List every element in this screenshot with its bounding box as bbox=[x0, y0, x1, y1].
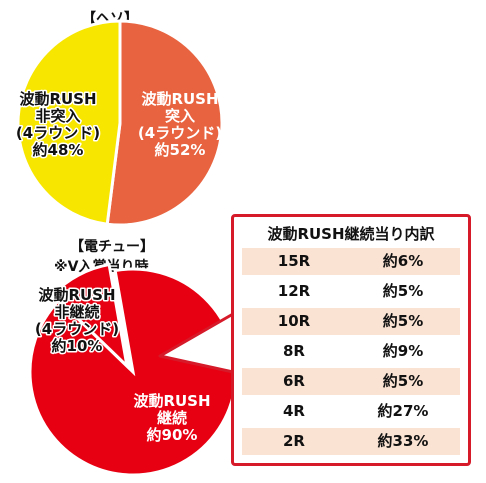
rate-cell: 約5% bbox=[382, 372, 424, 390]
table-row: 8R 約9% bbox=[242, 338, 460, 365]
denchu-heading: 【電チュー】 bbox=[70, 239, 154, 255]
heso-rush-label-line: 約52% bbox=[155, 141, 206, 159]
round-cell: 12R bbox=[277, 282, 311, 300]
heso-non-rush-label-line: 非突入 bbox=[35, 107, 80, 125]
round-cell: 6R bbox=[283, 372, 305, 390]
denchu-non-continue-label-line: 波動RUSH bbox=[38, 286, 115, 304]
round-cell: 8R bbox=[283, 342, 305, 360]
breakdown-title: 波動RUSH継続当り内訳 bbox=[267, 225, 435, 243]
rate-cell: 約6% bbox=[382, 252, 424, 270]
table-row: 10R 約5% bbox=[242, 308, 460, 335]
table-row: 12R 約5% bbox=[242, 278, 460, 305]
table-row: 4R 約27% bbox=[242, 398, 460, 425]
rate-cell: 約33% bbox=[377, 432, 429, 450]
denchu-continue-slice bbox=[28, 267, 238, 477]
denchu-non-continue-label-line: (4ラウンド) bbox=[35, 320, 119, 338]
heso-rush-label-line: (4ラウンド) bbox=[138, 124, 222, 142]
rate-cell: 約27% bbox=[377, 402, 429, 420]
table-row: 2R 約33% bbox=[242, 428, 460, 455]
round-cell: 15R bbox=[277, 252, 311, 270]
denchu-continue-label-line: 継続 bbox=[157, 409, 187, 427]
heso-non-rush-label: 波動RUSH 非突入(4ラウンド)約48% bbox=[16, 90, 100, 159]
heso-rush-label: 波動RUSH 突入(4ラウンド)約52% bbox=[138, 90, 222, 159]
denchu-non-continue-label-line: 非継続 bbox=[54, 303, 99, 321]
denchu-non-continue-group bbox=[50, 262, 130, 371]
heso-non-rush-label-line: 約48% bbox=[33, 141, 84, 159]
denchu-continue-label-line: 波動RUSH bbox=[133, 392, 210, 410]
heso-rush-slice bbox=[105, 19, 224, 227]
round-cell: 10R bbox=[277, 312, 311, 330]
rate-cell: 約5% bbox=[382, 312, 424, 330]
table-row: 15R 約6% bbox=[242, 248, 460, 275]
denchu-continue-label: 波動RUSH 継続約90% bbox=[133, 392, 210, 444]
heso-non-rush-label-line: (4ラウンド) bbox=[16, 124, 100, 142]
heso-non-rush-slice bbox=[16, 19, 122, 226]
denchu-non-continue-slice bbox=[50, 262, 130, 371]
heso-rush-label-line: 波動RUSH bbox=[141, 90, 218, 108]
denchu-non-continue-label-line: 約10% bbox=[52, 337, 103, 355]
heso-rush-label-line: 突入 bbox=[165, 107, 195, 125]
denchu-non-continue-label: 波動RUSH 非継続(4ラウンド)約10% bbox=[35, 286, 119, 355]
denchu-continue-label-line: 約90% bbox=[147, 426, 198, 444]
round-cell: 2R bbox=[283, 432, 305, 450]
table-row: 6R 約5% bbox=[242, 368, 460, 395]
round-cell: 4R bbox=[283, 402, 305, 420]
rate-cell: 約5% bbox=[382, 282, 424, 300]
heso-non-rush-label-line: 波動RUSH bbox=[19, 90, 96, 108]
rate-cell: 約9% bbox=[382, 342, 424, 360]
rush-breakdown-panel: 波動RUSH継続当り内訳 15R 約6% 12R 約5% 10R 約5% 8R 約9% 6R 約5… bbox=[231, 214, 471, 466]
